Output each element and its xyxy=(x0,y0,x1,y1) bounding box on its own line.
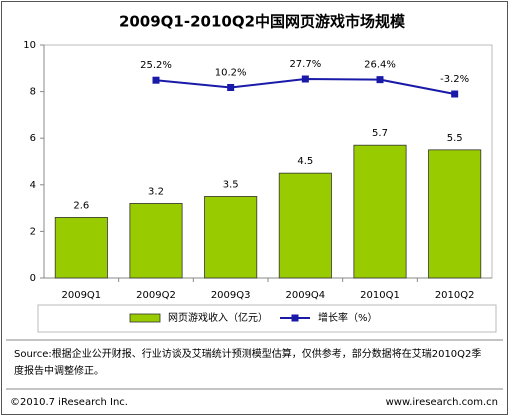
y-tick-label: 4 xyxy=(30,180,36,191)
chart-title: 2009Q1-2010Q2中国网页游戏市场规模 xyxy=(119,13,406,31)
legend-box xyxy=(37,304,497,333)
data-label: 4.5 xyxy=(297,156,313,167)
legend-label: 增长率（%） xyxy=(318,311,378,324)
data-label: 3.5 xyxy=(223,179,239,190)
y-tick-label: 6 xyxy=(30,133,36,144)
bar xyxy=(129,203,183,279)
website: www.iresearch.com.cn xyxy=(386,397,498,408)
bar xyxy=(278,172,332,279)
line-marker xyxy=(227,83,235,91)
data-label: 5.7 xyxy=(372,128,388,139)
bar xyxy=(353,144,407,279)
x-tick-label: 2010Q2 xyxy=(435,290,475,301)
data-label: 26.4% xyxy=(364,60,396,71)
plot-frame xyxy=(43,44,493,279)
y-tick-label: 8 xyxy=(30,87,36,98)
y-tick-label: 10 xyxy=(23,40,36,51)
line-marker xyxy=(152,76,160,84)
line-marker xyxy=(301,75,309,83)
data-label: 3.2 xyxy=(148,186,164,197)
data-label: 27.7% xyxy=(289,59,321,70)
line-marker xyxy=(451,90,459,98)
bar xyxy=(428,149,482,279)
bar xyxy=(204,196,258,279)
data-label: 2.6 xyxy=(73,200,89,211)
legend-swatch xyxy=(291,314,299,322)
x-tick-label: 2009Q3 xyxy=(211,290,251,301)
x-tick-label: 2009Q2 xyxy=(136,290,176,301)
source-note: Source:根据企业公开财报、行业访谈及艾瑞统计预测模型估算，仅供参考，部分数… xyxy=(14,349,482,377)
x-tick-label: 2009Q4 xyxy=(285,290,325,301)
data-label: 10.2% xyxy=(215,67,247,78)
y-tick-label: 2 xyxy=(30,226,36,237)
y-tick-label: 0 xyxy=(30,273,36,284)
bar xyxy=(54,217,108,279)
data-label: 25.2% xyxy=(140,60,172,71)
data-label: 5.5 xyxy=(447,133,463,144)
legend-label: 网页游戏收入（亿元） xyxy=(168,311,268,324)
line-marker xyxy=(376,76,384,84)
legend-swatch xyxy=(129,313,161,323)
x-tick-label: 2010Q1 xyxy=(360,290,400,301)
data-label: -3.2% xyxy=(440,74,469,85)
x-tick-label: 2009Q1 xyxy=(61,290,101,301)
copyright: ©2010.7 iResearch Inc. xyxy=(10,397,128,408)
